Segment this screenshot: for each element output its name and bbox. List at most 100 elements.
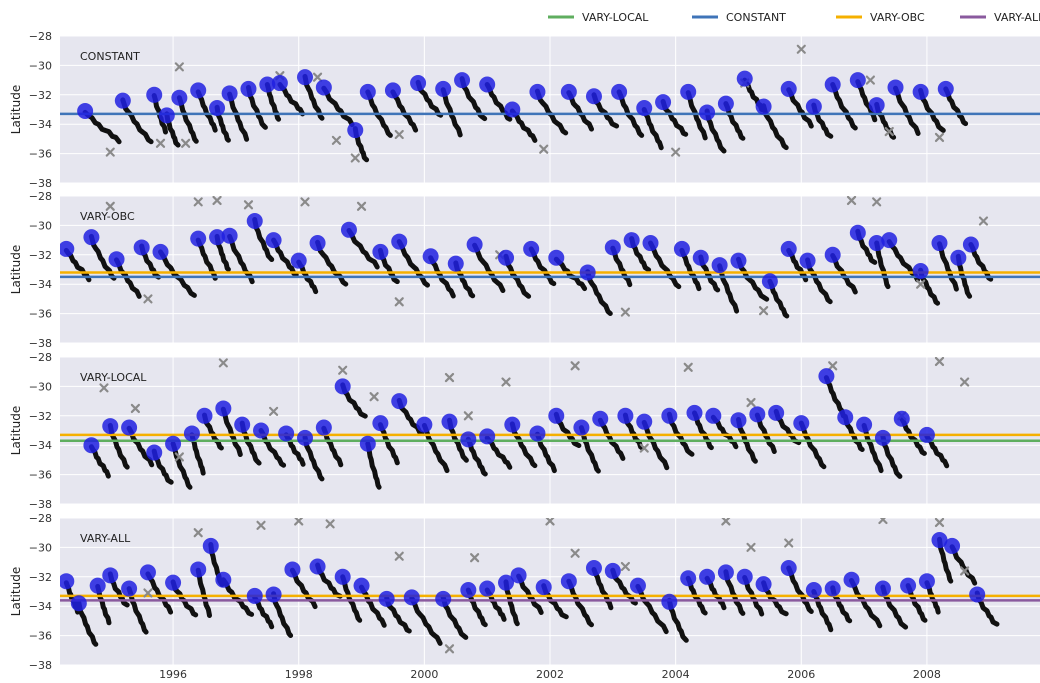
peak-marker bbox=[221, 227, 238, 244]
peak-marker bbox=[391, 393, 408, 410]
peak-marker bbox=[592, 410, 609, 427]
track-segment bbox=[880, 433, 903, 479]
panel-constant: −28 −30 −32 −34 −36 −38 Latitude CONSTANT bbox=[9, 30, 1040, 190]
track-segment bbox=[459, 76, 488, 122]
peak-marker bbox=[146, 86, 163, 103]
peak-marker bbox=[246, 212, 263, 229]
peak-marker bbox=[460, 582, 477, 599]
outlier-marker bbox=[545, 518, 555, 526]
peak-marker bbox=[749, 406, 766, 423]
track-segment bbox=[566, 578, 594, 628]
peak-marker bbox=[717, 95, 734, 112]
outlier-marker bbox=[300, 197, 310, 207]
outlier-marker bbox=[105, 201, 115, 211]
panel-vary-all: −28 −30 −32 −34 −36 −38 Latitude VARY-ALL bbox=[9, 512, 1040, 672]
peak-marker bbox=[77, 102, 94, 119]
peak-marker bbox=[284, 561, 301, 578]
peak-marker bbox=[529, 425, 546, 442]
legend-label: CONSTANT bbox=[726, 11, 786, 24]
track-segment bbox=[340, 574, 363, 623]
track-segment bbox=[107, 422, 130, 470]
outlier-marker bbox=[181, 138, 191, 148]
track-segment bbox=[534, 431, 557, 474]
peak-marker bbox=[466, 236, 483, 253]
track-segment bbox=[704, 108, 727, 154]
panel-vary-local: −28 −30 −32 −34 −36 −38 Latitude VARY-LOCAL bbox=[9, 351, 1040, 511]
peak-marker bbox=[510, 567, 527, 584]
track-segment bbox=[736, 417, 758, 464]
peak-marker bbox=[937, 80, 954, 97]
track-segment bbox=[736, 256, 770, 302]
track-segment bbox=[610, 567, 638, 606]
outlier-marker bbox=[325, 519, 335, 529]
panel-label: VARY-ALL bbox=[80, 532, 131, 545]
peak-marker bbox=[730, 412, 747, 429]
y-tick-label: −30 bbox=[29, 380, 52, 393]
peak-marker bbox=[611, 83, 628, 100]
peak-marker bbox=[253, 422, 270, 439]
peak-marker bbox=[309, 235, 326, 252]
track-segment bbox=[767, 278, 790, 319]
peak-marker bbox=[736, 70, 753, 87]
outlier-marker bbox=[294, 518, 304, 526]
peak-marker bbox=[560, 83, 577, 100]
peak-marker bbox=[504, 101, 521, 118]
peak-marker bbox=[171, 89, 188, 106]
peak-marker bbox=[158, 107, 175, 124]
peak-marker bbox=[372, 243, 389, 260]
track-segment bbox=[126, 425, 155, 468]
track-segment bbox=[585, 269, 613, 316]
peak-marker bbox=[931, 532, 948, 549]
panel-label: VARY-OBC bbox=[80, 210, 135, 223]
track-segment bbox=[465, 436, 488, 477]
peak-marker bbox=[579, 264, 596, 281]
peak-marker bbox=[548, 407, 565, 424]
outlier-marker bbox=[243, 200, 254, 210]
outlier-marker bbox=[143, 588, 153, 598]
peak-marker bbox=[736, 568, 753, 585]
outlier-marker bbox=[394, 551, 404, 561]
x-tick-label: 2002 bbox=[536, 668, 564, 681]
track-segment bbox=[949, 544, 978, 586]
track-segment bbox=[786, 87, 814, 129]
peak-marker bbox=[278, 425, 295, 442]
peak-marker bbox=[202, 537, 219, 554]
peak-marker bbox=[874, 429, 891, 446]
track-segment bbox=[955, 253, 973, 299]
peak-marker bbox=[824, 580, 841, 597]
outlier-marker bbox=[934, 518, 945, 528]
peak-marker bbox=[190, 82, 207, 99]
track-segment bbox=[541, 583, 569, 620]
track-segment bbox=[302, 73, 325, 121]
outlier-marker bbox=[884, 126, 894, 137]
track-segment bbox=[346, 228, 380, 270]
peak-marker bbox=[969, 586, 986, 603]
legend-label: VARY-ALL bbox=[994, 11, 1040, 24]
peak-marker bbox=[108, 251, 125, 268]
outlier-marker bbox=[105, 147, 115, 157]
legend-entry: VARY-OBC bbox=[836, 11, 925, 24]
peak-marker bbox=[535, 579, 552, 596]
track-segment bbox=[666, 597, 689, 643]
outlier-marker bbox=[463, 411, 473, 421]
peak-marker bbox=[384, 82, 401, 99]
peak-marker bbox=[912, 262, 929, 279]
track-segment bbox=[365, 89, 393, 138]
peak-marker bbox=[548, 249, 565, 266]
track-segment bbox=[258, 428, 287, 468]
panel-vary-obc: −28 −30 −32 −34 −36 −38 Latitude VARY-OBC bbox=[9, 190, 1040, 350]
peak-marker bbox=[121, 419, 138, 436]
peak-marker bbox=[265, 586, 282, 603]
outlier-marker bbox=[369, 392, 379, 402]
peak-marker bbox=[780, 559, 797, 576]
track-segment bbox=[937, 241, 959, 292]
peak-marker bbox=[83, 229, 100, 246]
y-tick-label: −34 bbox=[29, 278, 52, 291]
y-tick-label: −38 bbox=[29, 659, 52, 672]
peak-marker bbox=[642, 235, 659, 252]
peak-marker bbox=[460, 431, 477, 448]
track-segment bbox=[830, 82, 858, 131]
y-tick-label: −38 bbox=[29, 498, 52, 511]
peak-marker bbox=[498, 574, 515, 591]
